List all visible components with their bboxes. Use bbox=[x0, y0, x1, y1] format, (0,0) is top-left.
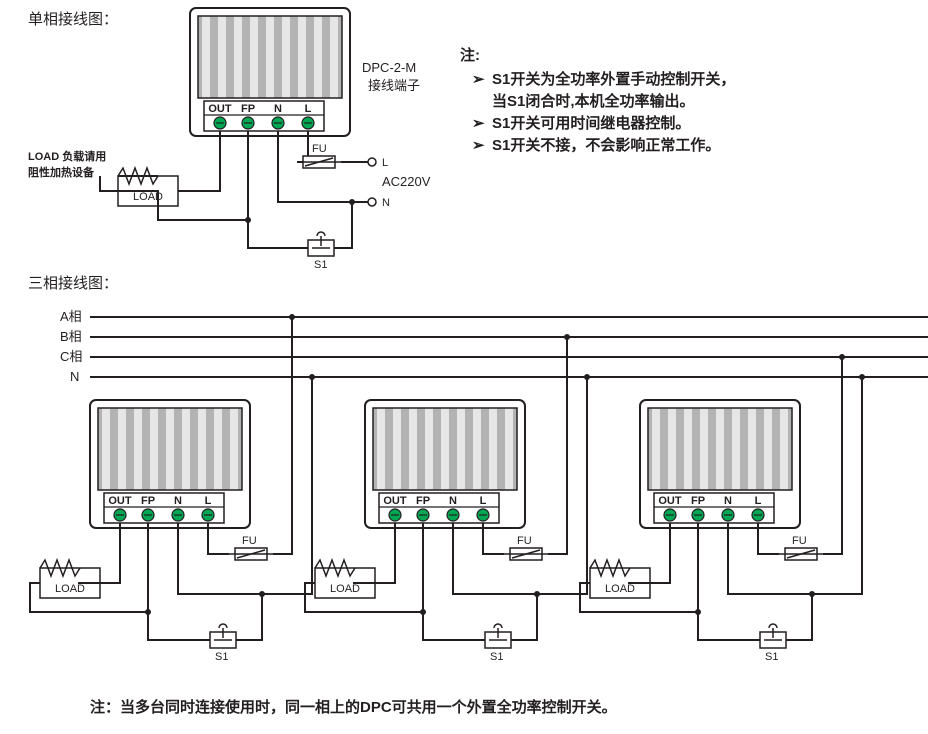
phase-a-label: A相 bbox=[60, 309, 82, 324]
title-single: 单相接线图： bbox=[28, 11, 118, 28]
note-3: S1开关不接，不会影响正常工作。 bbox=[492, 136, 720, 154]
load-label-2: LOAD bbox=[330, 583, 360, 595]
bottom-note: 注：当多台同时连接使用时，同一相上的DPC可共用一个外置全功率控制开关。 bbox=[90, 698, 617, 716]
s1-label-2: S1 bbox=[490, 651, 503, 663]
fu-label-single: FU bbox=[312, 143, 327, 155]
device-sub: 接线端子 bbox=[368, 78, 420, 93]
s1-switch-single bbox=[308, 232, 334, 256]
phase-c-label: C相 bbox=[60, 349, 82, 364]
dpc-unit-3: FU LOAD S1 bbox=[580, 354, 865, 663]
note-2: S1开关可用时间继电器控制。 bbox=[492, 114, 690, 132]
load-label-single: LOAD bbox=[133, 191, 163, 203]
svg-text:➢: ➢ bbox=[472, 71, 485, 88]
ac-L: L bbox=[382, 157, 388, 169]
s1-label-single: S1 bbox=[314, 259, 327, 271]
fuse-single bbox=[297, 156, 341, 168]
fu-label-1: FU bbox=[242, 535, 257, 547]
load-label-3: LOAD bbox=[605, 583, 635, 595]
three-phase-bus: A相 B相 C相 N bbox=[60, 309, 928, 384]
dpc-unit-1: FU LOAD S1 bbox=[30, 314, 315, 663]
load-note-2: 阻性加热设备 bbox=[28, 165, 95, 179]
ac-N: N bbox=[382, 197, 390, 209]
load-note-1: LOAD 负载请用 bbox=[28, 149, 106, 163]
notes-heading: 注: bbox=[460, 46, 480, 64]
note-1a: S1开关为全功率外置手动控制开关， bbox=[492, 70, 735, 88]
svg-text:➢: ➢ bbox=[472, 115, 485, 132]
title-three: 三相接线图： bbox=[28, 275, 118, 292]
s1-label-3: S1 bbox=[765, 651, 778, 663]
neutral-label: N bbox=[70, 369, 79, 384]
single-phase-diagram: DPC-2-M 接线端子 FU LOAD S1 L N AC220V bbox=[28, 8, 431, 271]
dpc-module-single bbox=[190, 8, 350, 136]
s1-label-1: S1 bbox=[215, 651, 228, 663]
fu-label-3: FU bbox=[792, 535, 807, 547]
dpc-unit-2: FU LOAD S1 bbox=[305, 334, 590, 663]
fu-label-2: FU bbox=[517, 535, 532, 547]
ac-label: AC220V bbox=[382, 174, 431, 189]
device-model: DPC-2-M bbox=[362, 60, 416, 75]
diagram-canvas: OUT FP N L bbox=[0, 0, 928, 734]
load-label-1: LOAD bbox=[55, 583, 85, 595]
notes-block: 注: ➢ S1开关为全功率外置手动控制开关， 当S1闭合时,本机全功率输出。 ➢ S… bbox=[460, 46, 735, 154]
note-1b: 当S1闭合时,本机全功率输出。 bbox=[492, 92, 695, 110]
phase-b-label: B相 bbox=[60, 329, 82, 344]
svg-text:➢: ➢ bbox=[472, 137, 485, 154]
